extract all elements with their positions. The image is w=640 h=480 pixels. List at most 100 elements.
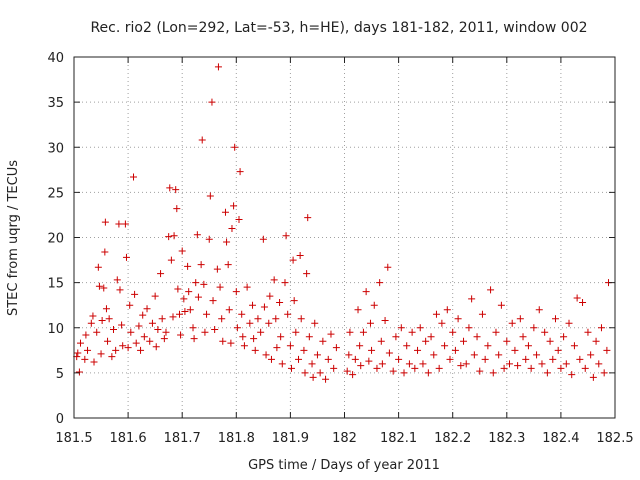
data-point xyxy=(430,351,438,359)
data-point xyxy=(508,319,516,327)
data-point xyxy=(218,315,226,323)
data-point xyxy=(192,279,200,287)
data-point xyxy=(359,328,367,336)
data-point xyxy=(419,360,427,368)
data-point xyxy=(137,346,145,354)
data-point xyxy=(126,301,134,309)
data-point xyxy=(276,298,284,306)
data-point xyxy=(476,367,484,375)
data-point xyxy=(246,319,254,327)
data-point xyxy=(105,315,113,323)
data-point xyxy=(223,238,231,246)
y-axis-label: STEC from uqrg / TECUs xyxy=(6,160,21,316)
data-point xyxy=(289,256,297,264)
y-tick-label: 25 xyxy=(47,186,64,201)
data-point xyxy=(205,235,213,243)
chart-title: Rec. rio2 (Lon=292, Lat=-53, h=HE), days… xyxy=(90,20,587,36)
data-point xyxy=(500,364,508,372)
data-point xyxy=(175,310,183,318)
data-point xyxy=(232,288,240,296)
data-point xyxy=(514,362,522,370)
data-point xyxy=(230,202,238,210)
data-point xyxy=(460,337,468,345)
data-point xyxy=(167,256,175,264)
data-point xyxy=(97,350,105,358)
data-point xyxy=(260,303,268,311)
data-point xyxy=(600,369,608,377)
data-point xyxy=(213,265,221,273)
data-point xyxy=(82,331,90,339)
data-point xyxy=(109,326,117,334)
data-point xyxy=(378,360,386,368)
data-point xyxy=(562,360,570,368)
data-point xyxy=(343,367,351,375)
data-point xyxy=(506,360,514,368)
data-point xyxy=(403,342,411,350)
data-point xyxy=(519,333,527,341)
data-point xyxy=(443,306,451,314)
data-point xyxy=(243,283,251,291)
data-point xyxy=(203,310,211,318)
data-point xyxy=(177,331,185,339)
data-point xyxy=(228,224,236,232)
data-point xyxy=(122,253,130,261)
data-point xyxy=(549,355,557,363)
data-point xyxy=(576,355,584,363)
data-point xyxy=(113,276,121,284)
data-point xyxy=(554,346,562,354)
data-point xyxy=(495,351,503,359)
data-point xyxy=(152,343,160,351)
x-tick-label: 182 xyxy=(332,431,357,446)
data-point xyxy=(166,184,174,192)
data-point xyxy=(250,335,258,343)
data-point xyxy=(324,355,332,363)
data-point xyxy=(551,315,559,323)
data-point xyxy=(533,351,541,359)
x-tick-label: 182.3 xyxy=(488,431,525,446)
data-point xyxy=(173,205,181,213)
data-point xyxy=(95,282,103,290)
data-point xyxy=(240,342,248,350)
data-point xyxy=(265,319,273,327)
data-point xyxy=(330,364,338,372)
data-point xyxy=(239,333,247,341)
data-point xyxy=(104,337,112,345)
data-point xyxy=(584,328,592,336)
data-point xyxy=(282,232,290,240)
data-point xyxy=(101,248,109,256)
x-tick-label: 182.2 xyxy=(434,431,471,446)
data-point xyxy=(535,306,543,314)
data-point xyxy=(84,346,92,354)
grid-lines xyxy=(74,57,615,418)
data-point xyxy=(154,326,162,334)
data-point xyxy=(465,324,473,332)
data-point xyxy=(468,295,476,303)
y-tick-label: 40 xyxy=(47,51,64,66)
data-point xyxy=(305,333,313,341)
data-point xyxy=(124,344,132,352)
data-point xyxy=(209,297,217,305)
data-point xyxy=(497,301,505,309)
data-point xyxy=(376,279,384,287)
data-point xyxy=(595,360,603,368)
data-point xyxy=(481,355,489,363)
data-point xyxy=(174,285,182,293)
data-point xyxy=(186,306,194,314)
y-tick-label: 30 xyxy=(47,141,64,156)
data-point xyxy=(119,342,127,350)
x-tick-label: 181.5 xyxy=(55,431,92,446)
data-point xyxy=(169,313,177,321)
data-point xyxy=(319,337,327,345)
data-point xyxy=(377,337,385,345)
data-point xyxy=(356,342,364,350)
data-point xyxy=(143,305,151,313)
data-point xyxy=(272,315,280,323)
data-point xyxy=(170,232,178,240)
data-point xyxy=(200,280,208,288)
data-point xyxy=(290,297,298,305)
y-tick-label: 10 xyxy=(47,322,64,337)
data-point xyxy=(227,339,235,347)
data-point xyxy=(157,270,165,278)
data-point xyxy=(238,310,246,318)
y-tick-label: 20 xyxy=(47,232,64,247)
